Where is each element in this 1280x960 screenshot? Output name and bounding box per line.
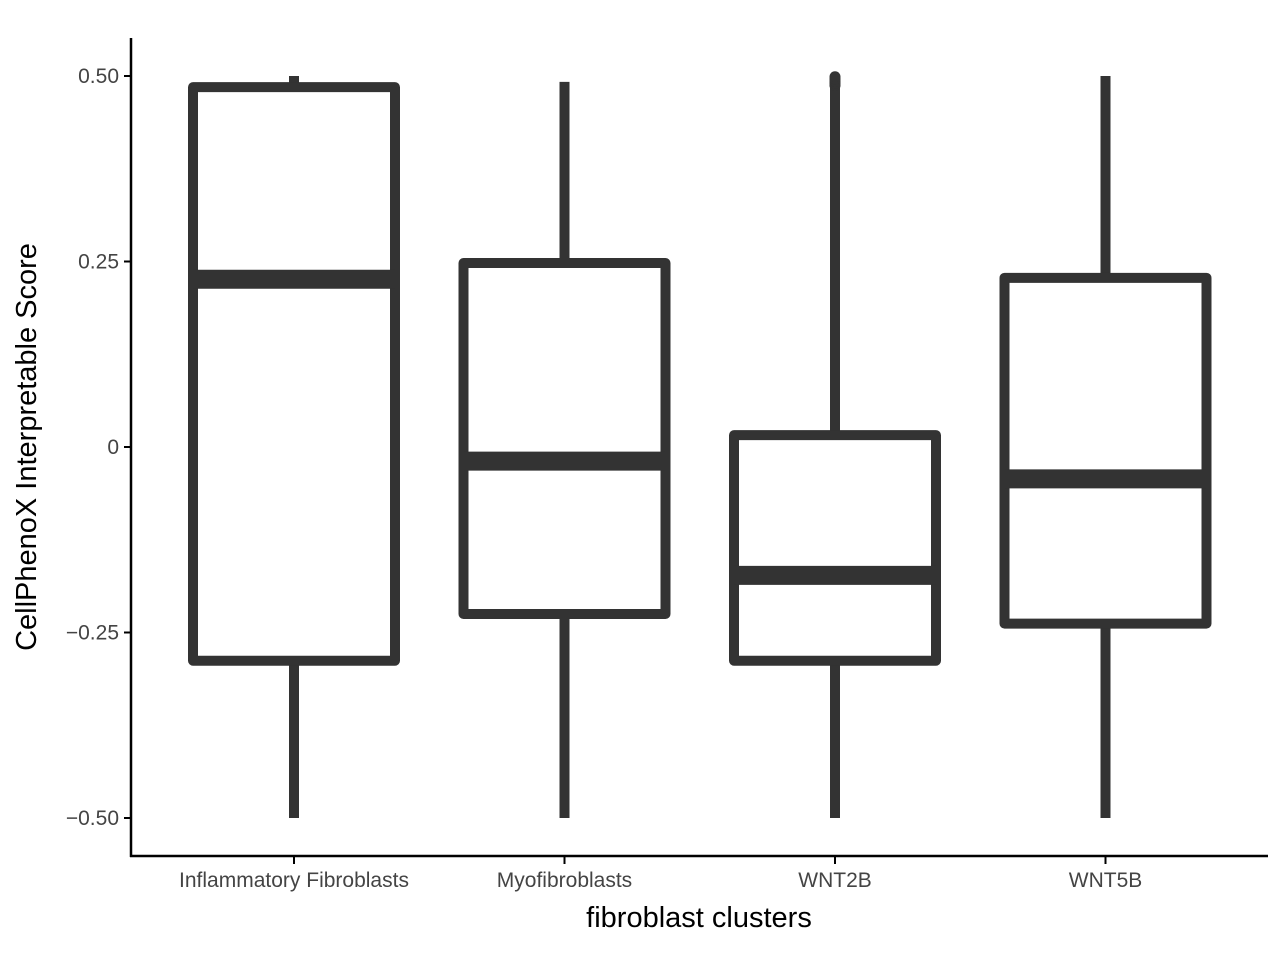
box-myofibroblasts xyxy=(458,81,671,818)
box-body xyxy=(188,82,400,666)
y-tick-label: 0 xyxy=(107,436,119,459)
y-axis-ticks: 0.50 0.25 0 −0.25 −0.50 xyxy=(66,65,131,830)
x-tick-label: WNT2B xyxy=(798,869,872,892)
y-tick-label: −0.50 xyxy=(66,807,119,830)
x-tick-label: WNT5B xyxy=(1069,869,1143,892)
outlier-point xyxy=(829,71,841,83)
y-tick-label: 0.25 xyxy=(78,251,119,274)
y-tick-label: −0.25 xyxy=(66,622,119,645)
box-inflammatory-fibroblasts xyxy=(188,76,400,818)
box-body xyxy=(729,430,941,666)
x-axis-ticks: Inflammatory Fibroblasts Myofibroblasts WN… xyxy=(179,856,1142,892)
y-tick-label: 0.50 xyxy=(78,65,119,88)
box-wnt5b xyxy=(999,76,1212,818)
x-tick-label: Myofibroblasts xyxy=(497,869,632,892)
box-body xyxy=(458,257,671,619)
x-tick-label: Inflammatory Fibroblasts xyxy=(179,869,409,892)
x-axis-title: fibroblast clusters xyxy=(586,902,812,934)
y-axis-title: CellPhenoX Interpretable Score xyxy=(11,243,43,651)
boxes-layer xyxy=(188,71,1212,818)
box-body xyxy=(999,272,1212,629)
box-wnt2b xyxy=(729,71,941,818)
